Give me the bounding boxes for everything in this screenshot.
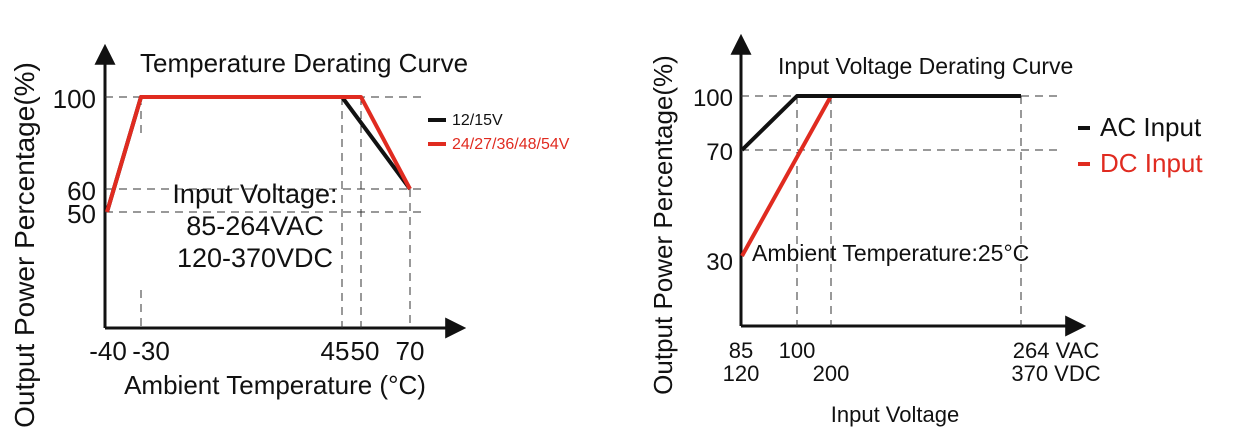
left-x-tick-70: 70 (396, 336, 425, 366)
left-x-tick-minus40: -40 (89, 336, 127, 366)
left-x-tick-50: 50 (351, 336, 380, 366)
input-voltage-note-line1: Input Voltage: (172, 179, 337, 209)
left-chart-title: Temperature Derating Curve (140, 48, 468, 78)
right-x-tick-200: 200 (813, 361, 850, 386)
ambient-temperature-note: Ambient Temperature:25°C (752, 240, 1029, 266)
right-x-tick-85: 85 (729, 338, 753, 363)
left-x-tick-45: 45 (321, 336, 350, 366)
right-chart-title: Input Voltage Derating Curve (778, 53, 1073, 79)
right-x-tick-100: 100 (779, 338, 816, 363)
series-line-ac-input (740, 94, 1021, 152)
input-voltage-derating-chart: Input Voltage Derating Curve Output Powe… (648, 33, 1203, 427)
input-voltage-note-line3: 120-370VDC (177, 243, 333, 273)
right-x-axis-label: Input Voltage (831, 402, 959, 427)
legend-label-24-54v: 24/27/36/48/54V (452, 136, 570, 153)
series-line-dc-input (740, 94, 1021, 257)
right-y-tick-70: 70 (706, 139, 733, 166)
right-y-tick-100: 100 (693, 85, 733, 112)
legend-label-ac-input: AC Input (1100, 112, 1202, 142)
left-x-tick-minus30: -30 (132, 336, 170, 366)
left-legend: 12/15V 24/27/36/48/54V (428, 112, 570, 153)
left-y-tick-100: 100 (53, 84, 96, 114)
right-guide-lines (741, 95, 1060, 326)
right-y-tick-30: 30 (706, 249, 733, 276)
temperature-derating-chart: Temperature Derating Curve Output Power … (9, 43, 570, 428)
legend-label-dc-input: DC Input (1100, 148, 1203, 178)
right-x-tick-264vac: 264 VAC (1013, 338, 1100, 363)
right-x-tick-370vdc: 370 VDC (1011, 361, 1100, 386)
left-y-axis-label: Output Power Percentage(%) (9, 62, 40, 428)
left-y-tick-50: 50 (67, 199, 96, 229)
input-voltage-note-line2: 85-264VAC (186, 211, 324, 241)
left-x-axis-label: Ambient Temperature (°C) (124, 370, 426, 400)
left-y-tick-60: 60 (67, 176, 96, 206)
right-x-tick-120: 120 (723, 361, 760, 386)
series-line-24-54v (105, 95, 412, 213)
right-y-axis-label: Output Power Percentage(%) (648, 55, 678, 395)
legend-label-12-15v: 12/15V (452, 112, 503, 129)
right-legend: AC Input DC Input (1078, 112, 1203, 178)
